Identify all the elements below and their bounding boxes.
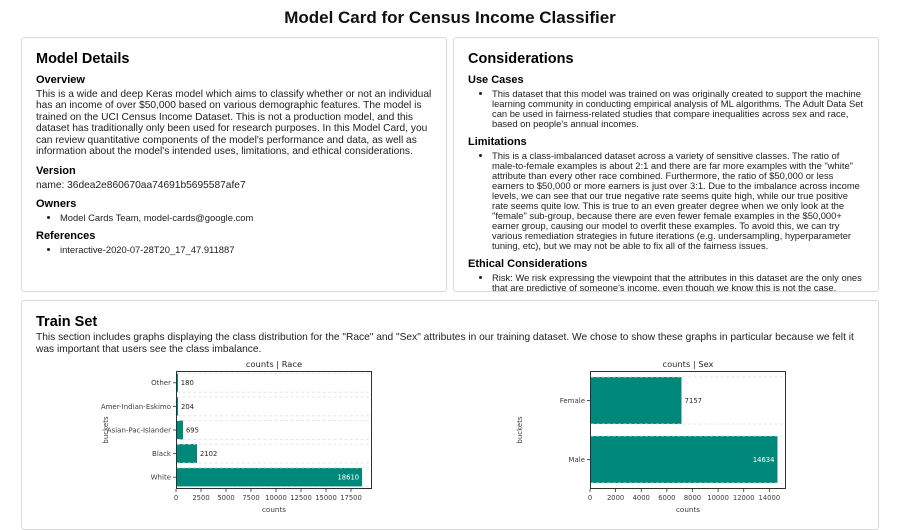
svg-text:2000: 2000 <box>607 494 624 502</box>
considerations-card: Considerations Use Cases This dataset th… <box>453 37 879 292</box>
svg-text:counts | Race: counts | Race <box>246 359 302 369</box>
svg-text:14000: 14000 <box>759 494 781 502</box>
svg-text:Male: Male <box>568 456 585 464</box>
svg-text:Female: Female <box>560 397 585 405</box>
svg-text:counts | Sex: counts | Sex <box>663 359 714 369</box>
svg-text:Black: Black <box>152 450 172 458</box>
race-distribution-chart: counts | Race buckets Other 180 Amer-Indian-… <box>98 359 388 515</box>
svg-text:2102: 2102 <box>200 450 217 458</box>
ethical-considerations-heading: Ethical Considerations <box>468 257 588 270</box>
svg-text:6000: 6000 <box>658 494 675 502</box>
charts-row: counts | Race buckets Other 180 Amer-Indian-… <box>36 359 864 515</box>
svg-text:7157: 7157 <box>685 397 702 405</box>
train-set-card: Train Set This section includes graphs d… <box>21 300 879 530</box>
version-text: name: 36dea2e860670aa74691b5695587afe7 <box>36 179 246 191</box>
top-cards-row: Model Details Overview This is a wide an… <box>21 37 879 292</box>
svg-text:buckets: buckets <box>102 416 110 444</box>
svg-text:695: 695 <box>186 427 199 435</box>
model-details-card: Model Details Overview This is a wide an… <box>21 37 447 292</box>
ethical-risk-text: Risk: We risk expressing the viewpoint t… <box>492 271 862 292</box>
version-heading: Version <box>36 164 76 177</box>
references-list: interactive-2020-07-28T20_17_47.911887 <box>36 244 432 255</box>
overview-heading: Overview <box>36 74 85 86</box>
ethical-considerations-list: Risk: We risk expressing the viewpoint t… <box>468 271 864 292</box>
ethical-item: Risk: We risk expressing the viewpoint t… <box>492 271 864 292</box>
svg-text:12000: 12000 <box>733 494 755 502</box>
use-cases-heading: Use Cases <box>468 74 524 86</box>
svg-text:counts: counts <box>262 505 286 514</box>
svg-text:18610: 18610 <box>337 474 359 482</box>
sex-distribution-chart: counts | Sex buckets Female 7157 Male 14634 0 2… <box>512 359 802 515</box>
svg-text:5000: 5000 <box>217 494 234 502</box>
svg-text:17500: 17500 <box>340 494 362 502</box>
train-set-title: Train Set <box>36 314 98 330</box>
svg-text:12500: 12500 <box>290 494 312 502</box>
svg-text:Other: Other <box>151 380 171 388</box>
svg-text:14634: 14634 <box>753 456 775 464</box>
svg-text:204: 204 <box>181 403 194 411</box>
owners-heading: Owners <box>36 197 77 210</box>
model-details-title: Model Details <box>36 51 130 67</box>
svg-text:10000: 10000 <box>265 494 287 502</box>
svg-text:2500: 2500 <box>192 494 209 502</box>
use-case-item: This dataset that this model was trained… <box>492 89 864 129</box>
svg-text:buckets: buckets <box>516 416 524 444</box>
svg-text:Asian-Pac-Islander: Asian-Pac-Islander <box>107 427 171 435</box>
svg-text:180: 180 <box>181 380 194 388</box>
train-set-description: This section includes graphs displaying … <box>36 332 854 355</box>
limitation-item: This is a class-imbalanced dataset acros… <box>492 150 864 251</box>
svg-text:Amer-Indian-Eskimo: Amer-Indian-Eskimo <box>101 403 171 411</box>
page-title: Model Card for Census Income Classifier <box>284 8 616 27</box>
considerations-title: Considerations <box>468 51 574 67</box>
owners-list: Model Cards Team, model-cards@google.com <box>36 212 432 223</box>
svg-text:7500: 7500 <box>242 494 259 502</box>
svg-text:counts: counts <box>676 505 700 514</box>
references-heading: References <box>36 229 96 242</box>
reference-item: interactive-2020-07-28T20_17_47.911887 <box>60 244 432 255</box>
svg-text:8000: 8000 <box>684 494 701 502</box>
limitations-heading: Limitations <box>468 135 527 148</box>
overview-text: This is a wide and deep Keras model whic… <box>36 89 432 158</box>
svg-text:0: 0 <box>588 494 592 502</box>
svg-text:15000: 15000 <box>315 494 337 502</box>
svg-text:White: White <box>151 474 171 482</box>
svg-text:4000: 4000 <box>633 494 650 502</box>
limitations-list: This is a class-imbalanced dataset acros… <box>468 150 864 251</box>
use-cases-list: This dataset that this model was trained… <box>468 89 864 129</box>
owner-item: Model Cards Team, model-cards@google.com <box>60 212 432 223</box>
svg-text:0: 0 <box>174 494 178 502</box>
svg-text:10000: 10000 <box>707 494 729 502</box>
